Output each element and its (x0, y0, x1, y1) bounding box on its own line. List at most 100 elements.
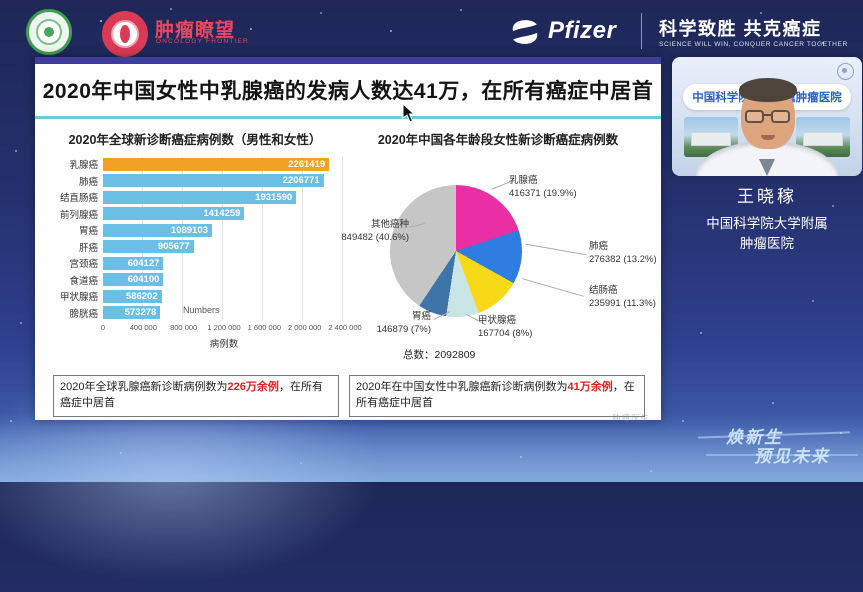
bar-chart-panel: 2020年全球新诊断癌症病例数（男性和女性） 乳腺癌 2261419 肺癌 22067… (45, 119, 362, 420)
watermark-stroke (706, 454, 858, 456)
x-axis-tick: 1 600 000 (247, 323, 282, 332)
x-axis-tick: 2 400 000 (328, 323, 362, 332)
speaker-affiliation-line1: 中国科学院大学附属 (706, 216, 828, 231)
bar-value-label: 1089103 (170, 224, 208, 236)
glasses-bridge (763, 114, 772, 116)
campaign-watermark: 焕新生 预见未来 (698, 423, 860, 475)
x-axis-tick: 0 (100, 323, 106, 332)
presentation-slide: 2020年中国女性中乳腺癌的发病人数达41万，在所有癌症中居首 2020年全球新… (35, 57, 661, 420)
pie-label-colon: 结肠癌 235991 (11.3%) (589, 285, 656, 309)
bar-row: 宫颈癌 604127 (45, 255, 345, 272)
leader-line (525, 243, 587, 256)
bar-row: 甲状腺癌 586202 (45, 288, 345, 305)
speaker-mouth (761, 135, 775, 140)
speaker-hair (739, 78, 797, 102)
campaign-slogan: 科学致胜 共克癌症 (659, 19, 822, 39)
right-note-text: 2020年在中国女性中乳腺癌新诊断病例数为 (356, 381, 568, 393)
header-divider (641, 13, 642, 49)
bar: 1414259 (103, 207, 245, 221)
speaker-affiliation-line2: 肿瘤医院 (740, 236, 794, 252)
slide-top-bar (35, 57, 661, 64)
bar-row: 肝癌 905677 (45, 239, 345, 256)
slide-divider-line (35, 116, 661, 119)
chinc-logo-core (44, 27, 54, 37)
slide-corner-watermark: 肿瘤医生 (612, 413, 651, 423)
bar: 2206771 (103, 174, 324, 188)
leader-line (522, 278, 584, 297)
glasses-icon (771, 110, 790, 123)
bar-row: 肺癌 2206771 (45, 173, 345, 190)
bar: 604100 (103, 273, 164, 287)
bar: 1931590 (103, 190, 297, 204)
bar-category-label: 胃癌 (78, 226, 98, 238)
x-axis-label: 病例数 (209, 339, 239, 350)
star-field (0, 0, 2, 2)
horizon-glow (0, 412, 863, 482)
pie-total: 总数：2092809 (403, 347, 475, 362)
bar-category-label: 膀胱癌 (69, 308, 98, 320)
bar-row: 胃癌 1089103 (45, 222, 345, 239)
bar-row: 食道癌 604100 (45, 272, 345, 289)
speaker-face (739, 78, 797, 149)
pfizer-swoosh-icon (512, 20, 538, 44)
oncology-frontier-crab-icon (102, 11, 148, 57)
right-note-box: 2020年在中国女性中乳腺癌新诊断病例数为41万余例，在所有癌症中居首 (349, 375, 645, 417)
bar: 2261419 (103, 157, 330, 171)
bar-value-label: 2206771 (282, 175, 320, 187)
leader-line (491, 181, 511, 190)
left-note-box: 2020年全球乳腺癌新诊断病例数为226万余例，在所有癌症中居首 (53, 375, 339, 417)
speaker-name: 王晓稼 (737, 187, 797, 206)
watermark-line2: 预见未来 (754, 447, 830, 466)
x-axis-tick: 400 000 (129, 323, 157, 332)
glasses-icon (745, 110, 764, 123)
pie-label-other: 其他癌种 849482 (40.6%) (341, 219, 409, 243)
watermark-line1: 焕新生 (726, 428, 783, 447)
pie-label-lung: 肺癌 276382 (13.2%) (589, 241, 657, 265)
bar-value-label: 586202 (125, 290, 158, 302)
slide-content: 2020年全球新诊断癌症病例数（男性和女性） 乳腺癌 2261419 肺癌 22067… (35, 119, 661, 420)
bar-row: 前列腺癌 1414259 (45, 206, 345, 223)
left-note-text: 2020年全球乳腺癌新诊断病例数为 (60, 381, 228, 393)
pie-chart-panel: 2020年中国各年龄段女性新诊断癌症病例数 乳腺癌 416371 (19.9%) … (341, 119, 657, 420)
bar-category-label: 肺癌 (78, 176, 98, 188)
left-note-tail: ，在所有癌症中居首 (60, 381, 323, 409)
bar: 573278 (103, 306, 161, 320)
bar-value-label: 905677 (157, 241, 190, 253)
slide-title: 2020年中国女性中乳腺癌的发病人数达41万，在所有癌症中居首 (42, 80, 654, 103)
pfizer-wordmark: Pfizer (548, 17, 617, 44)
bar-chart: 乳腺癌 2261419 肺癌 2206771 结直肠癌 1931590 前列腺癌 141425… (45, 156, 362, 350)
oncology-frontier-sub: ONCOLOGY FRONTIER (156, 38, 249, 45)
bar-category-label: 前列腺癌 (59, 209, 98, 221)
right-note-highlight: 41万余例 (567, 381, 613, 393)
bar-value-label: 2261419 (288, 158, 326, 170)
bar-value-label: 573278 (124, 307, 157, 319)
speaker-info: 王晓稼 中国科学院大学附属 肿瘤医院 (672, 182, 862, 255)
bar: 586202 (103, 289, 162, 303)
bar: 905677 (103, 240, 194, 254)
crab-icon-core (120, 25, 130, 43)
x-axis-ticks: 0 400 000 800 000 1 200 000 1 600 000 2 000 0… (100, 323, 362, 334)
bar-category-label: 肝癌 (78, 242, 98, 254)
pie-label-thyroid: 甲状腺癌 167704 (8%) (478, 315, 533, 339)
right-note-tail: ，在所有癌症中居首 (356, 381, 635, 409)
x-axis-tick: 1 200 000 (207, 323, 241, 332)
bar-row: 结直肠癌 1931590 (45, 189, 345, 206)
bar-value-label: 1414259 (203, 208, 241, 220)
bar-row: 膀胱癌 573278 (45, 305, 345, 322)
bar-category-label: 结直肠癌 (59, 193, 98, 205)
pie-label-breast: 乳腺癌 416371 (19.9%) (509, 175, 577, 199)
bar-chart-title: 2020年全球新诊断癌症病例数（男性和女性） (68, 133, 322, 147)
bar-value-label: 1931590 (255, 191, 293, 203)
pie (390, 185, 522, 317)
bar: 1089103 (103, 223, 212, 237)
bar-value-label: 604127 (127, 257, 160, 269)
bar-row: 乳腺癌 2261419 (45, 156, 345, 173)
bar-category-label: 宫颈癌 (69, 259, 98, 271)
bar-category-label: 食道癌 (69, 275, 98, 287)
chinc-logo (26, 9, 72, 55)
pie-chart-title: 2020年中国各年龄段女性新诊断癌症病例数 (377, 133, 619, 147)
numbers-annotation: Numbers (183, 305, 220, 315)
bar-rows: 乳腺癌 2261419 肺癌 2206771 结直肠癌 1931590 前列腺癌 141425… (45, 156, 345, 321)
